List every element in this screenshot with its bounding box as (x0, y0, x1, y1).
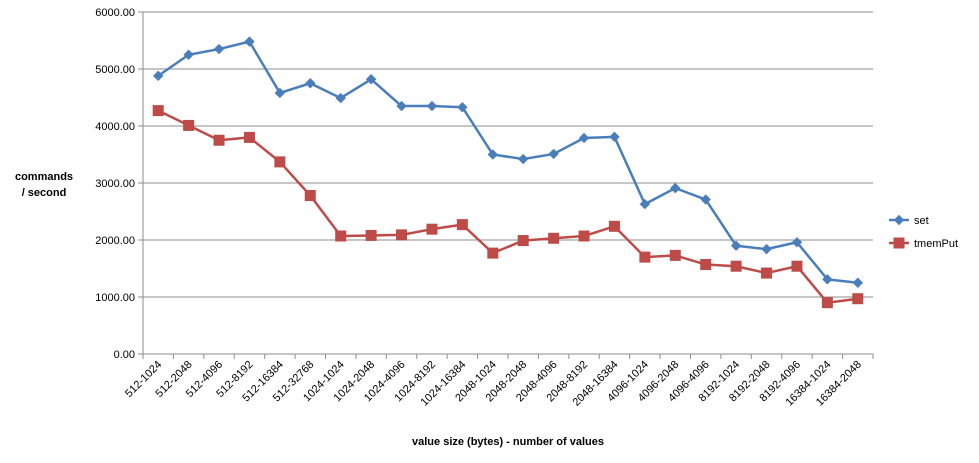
y-tick-labels: 0.00 1000.00 2000.00 3000.00 4000.00 5000.00 6… (95, 7, 135, 361)
y-tick-label: 0.00 (114, 349, 135, 361)
data-point-set (639, 198, 651, 210)
data-point-set (426, 100, 438, 112)
x-tick-labels: 512-1024512-2048512-4096512-8192512-1638… (123, 359, 864, 409)
data-point-set (609, 131, 620, 143)
data-point-tmemPut (761, 267, 773, 279)
data-point-set (365, 74, 377, 85)
y-tick-label: 2000.00 (95, 235, 135, 247)
data-point-tmemPut (304, 190, 316, 202)
data-point-set (548, 148, 559, 160)
data-point-tmemPut (335, 230, 347, 242)
series-line-tmemPut (157, 109, 858, 304)
data-point-set (457, 101, 468, 113)
data-point-tmemPut (456, 219, 468, 231)
data-point-set (761, 243, 772, 255)
data-point-set (852, 277, 863, 288)
data-point-set (153, 70, 164, 82)
data-point-tmemPut (578, 230, 590, 242)
data-point-set (700, 194, 711, 205)
series-set (153, 36, 863, 288)
data-point-tmemPut (243, 131, 255, 143)
data-point-set (730, 240, 742, 251)
legend-entry-set: set (889, 214, 929, 227)
data-point-tmemPut (213, 134, 225, 146)
y-axis-title-line-1: commands (15, 171, 73, 183)
data-point-tmemPut (152, 105, 164, 117)
data-point-set (578, 132, 590, 144)
data-point-set (244, 36, 255, 47)
legend-marker (893, 214, 905, 226)
data-point-set (183, 49, 194, 60)
y-tick-label: 5000.00 (95, 64, 135, 76)
legend-label: tmemPut (914, 238, 958, 250)
legend-entry-tmemPut: tmemPut (889, 237, 958, 250)
axes (138, 11, 874, 359)
data-point-set (274, 87, 286, 99)
y-tick-label: 6000.00 (95, 7, 135, 19)
data-point-tmemPut (487, 247, 499, 259)
legend-label: set (914, 215, 929, 227)
series-tmemPut (152, 105, 864, 309)
data-point-tmemPut (852, 293, 864, 305)
data-point-tmemPut (669, 249, 681, 261)
y-axis-title-line-2: / second (22, 187, 67, 199)
data-point-tmemPut (730, 260, 742, 272)
legend-marker (893, 237, 905, 249)
data-point-tmemPut (365, 229, 377, 241)
data-point-tmemPut (548, 232, 560, 244)
series-line-set (157, 40, 858, 284)
data-point-set (213, 43, 225, 55)
data-point-tmemPut (639, 251, 651, 263)
data-point-tmemPut (821, 297, 833, 309)
data-point-tmemPut (183, 119, 195, 131)
legend: set tmemPut (889, 214, 958, 250)
data-point-tmemPut (517, 235, 529, 247)
data-point-tmemPut (396, 229, 408, 241)
data-point-tmemPut (608, 220, 620, 232)
data-point-set (791, 237, 803, 248)
data-point-tmemPut (274, 156, 286, 168)
y-tick-label: 1000.00 (95, 292, 135, 304)
y-tick-label: 4000.00 (95, 121, 135, 133)
data-point-tmemPut (700, 259, 712, 271)
data-point-set (305, 78, 316, 89)
data-point-set (822, 274, 833, 285)
series (152, 36, 864, 309)
data-point-set (518, 153, 529, 165)
y-tick-label: 3000.00 (95, 178, 135, 190)
data-point-set (396, 100, 407, 112)
data-point-tmemPut (426, 223, 438, 235)
gridlines (143, 11, 873, 298)
data-point-set (670, 182, 681, 194)
x-axis-title: value size (bytes) - number of values (412, 436, 604, 448)
data-point-set (487, 149, 498, 160)
data-point-tmemPut (791, 260, 803, 272)
data-point-set (335, 92, 346, 104)
